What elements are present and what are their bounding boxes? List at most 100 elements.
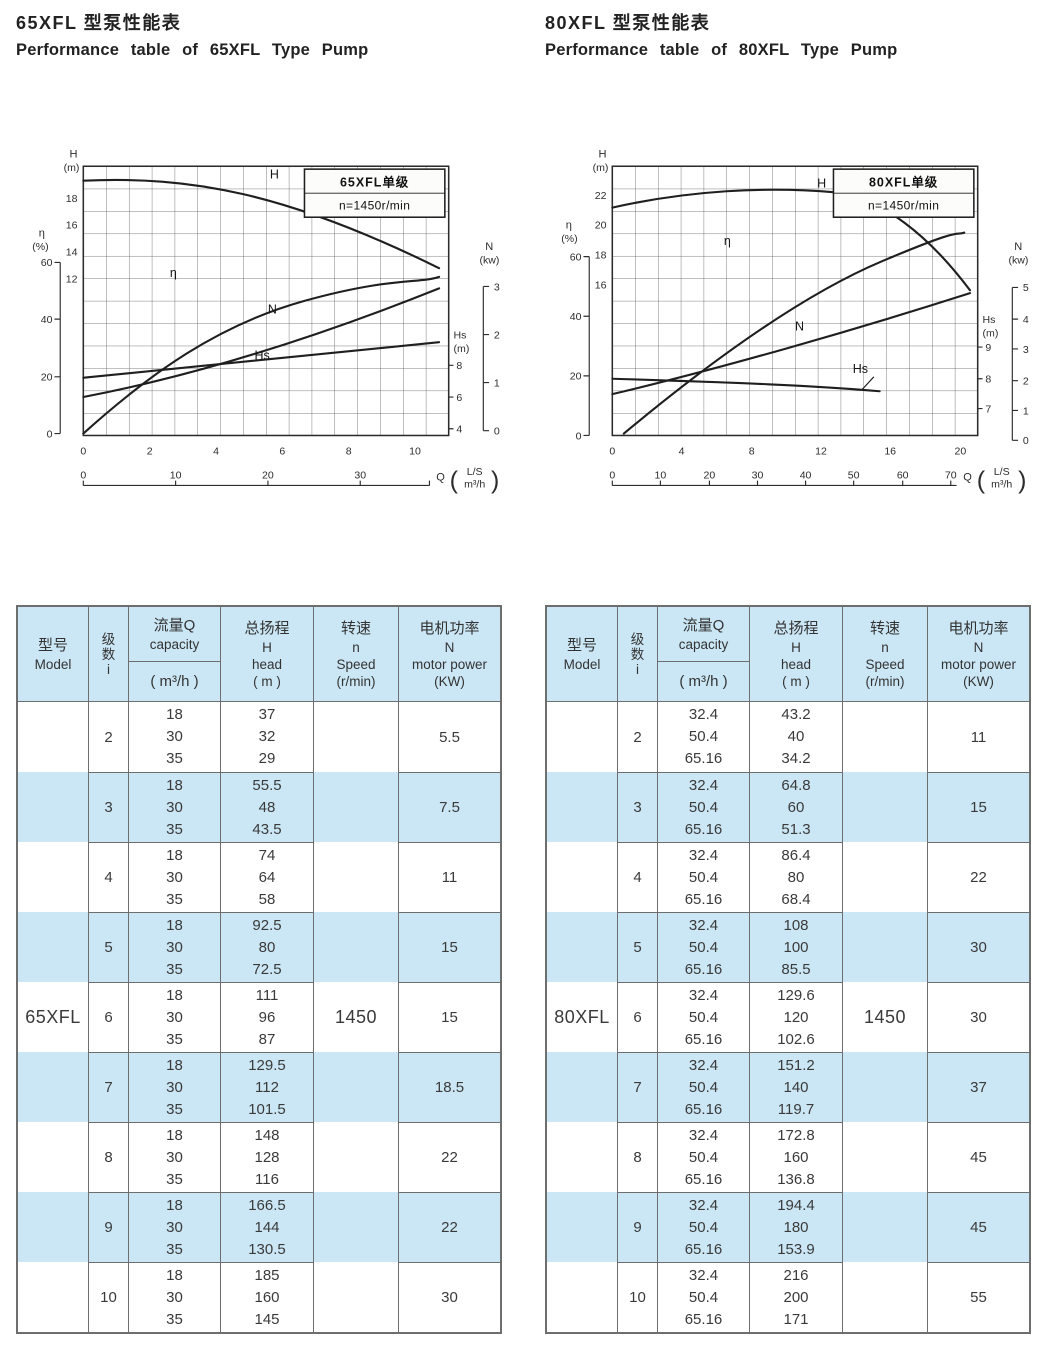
eta-axis-unit: (%) bbox=[32, 241, 48, 253]
eta-axis: η (%) 60 40 20 0 bbox=[561, 220, 590, 442]
hs-curve-label: Hs bbox=[853, 362, 868, 376]
header-label: ( m³/h ) bbox=[679, 672, 728, 690]
head-value: 86.4 bbox=[781, 846, 811, 864]
power-cell: 15 bbox=[398, 982, 500, 1052]
capacity-cell: 18 30 35 bbox=[128, 1052, 220, 1122]
head-value: 74 bbox=[258, 846, 276, 864]
row-stripe bbox=[547, 772, 1029, 842]
capacity-value: 35 bbox=[166, 1170, 183, 1188]
head-value: 116 bbox=[255, 1170, 279, 1188]
capacity-value: 30 bbox=[166, 868, 183, 886]
head-value: 120 bbox=[783, 1008, 809, 1026]
tick-label: 40 bbox=[800, 470, 812, 482]
header-label: 转速 bbox=[340, 619, 371, 637]
head-header: 总扬程 H head ( m ) bbox=[220, 607, 313, 702]
q-unit-paren-open: ( bbox=[977, 466, 986, 494]
tick-label: 0 bbox=[609, 446, 615, 458]
power-cell: 5.5 bbox=[398, 702, 500, 772]
header-label: Model bbox=[563, 656, 601, 672]
capacity-value: 32.4 bbox=[688, 986, 719, 1004]
capacity-value: 35 bbox=[166, 1310, 183, 1328]
head-value: 64 bbox=[258, 868, 276, 886]
capacity-value: 35 bbox=[166, 1030, 183, 1048]
power-cell: 11 bbox=[398, 842, 500, 912]
head-value: 129.6 bbox=[777, 986, 815, 1004]
row-stripe bbox=[547, 1192, 1029, 1262]
model-header: 型号 Model bbox=[18, 607, 88, 702]
head-value: 185 bbox=[254, 1266, 280, 1284]
power-cell: 30 bbox=[398, 1262, 500, 1332]
head-value: 112 bbox=[255, 1078, 279, 1096]
head-cell: 64.8 60 51.3 bbox=[749, 772, 842, 842]
head-value: 160 bbox=[783, 1148, 809, 1166]
q-unit-paren-open: ( bbox=[450, 466, 459, 494]
row-stripe bbox=[18, 772, 500, 842]
capacity-value: 32.4 bbox=[688, 706, 719, 723]
capacity-unit-header: ( m³/h ) bbox=[657, 662, 749, 702]
head-cell: 148 128 116 bbox=[220, 1122, 313, 1192]
hs-axis-unit: (m) bbox=[454, 343, 470, 355]
tick-label: 2 bbox=[147, 446, 153, 458]
capacity-value: 18 bbox=[166, 1196, 183, 1214]
header-label: motor power bbox=[411, 656, 488, 672]
capacity-value: 35 bbox=[166, 1240, 183, 1258]
head-value: 160 bbox=[254, 1288, 280, 1306]
h-axis-unit: (m) bbox=[593, 162, 609, 174]
capacity-value: 35 bbox=[166, 820, 183, 838]
head-value: 32 bbox=[258, 728, 276, 745]
head-value: 64.8 bbox=[781, 776, 811, 794]
tick-label: 60 bbox=[570, 251, 582, 263]
header-label: Speed bbox=[336, 656, 376, 672]
n-axis-unit: (kw) bbox=[1008, 254, 1028, 266]
legend-box: 65XFL单级 n=1450r/min bbox=[303, 168, 446, 218]
model-cell: 80XFL bbox=[554, 1006, 610, 1027]
capacity-value: 30 bbox=[166, 1218, 183, 1236]
tick-label: 1 bbox=[1023, 405, 1029, 417]
tick-label: 8 bbox=[456, 360, 462, 372]
head-value: 145 bbox=[254, 1310, 280, 1328]
header-label: 级 bbox=[101, 631, 116, 647]
header-label: N bbox=[973, 639, 984, 655]
capacity-value: 30 bbox=[166, 1288, 183, 1306]
n-axis: N (kw) 3 2 1 0 bbox=[479, 241, 499, 438]
capacity-value: 65.16 bbox=[684, 820, 723, 838]
performance-chart-65xfl: H (m) 18 16 14 12 η (%) 60 40 20 0 bbox=[32, 149, 500, 495]
capacity-cell: 32.4 50.4 65.16 bbox=[657, 1262, 749, 1332]
capacity-value: 18 bbox=[166, 1056, 183, 1074]
power-cell: 55 bbox=[927, 1262, 1029, 1332]
capacity-value: 32.4 bbox=[688, 1266, 719, 1284]
head-cell: 55.5 48 43.5 bbox=[220, 772, 313, 842]
capacity-cell: 18 30 35 bbox=[128, 1122, 220, 1192]
head-value: 153.9 bbox=[777, 1240, 815, 1258]
capacity-value: 50.4 bbox=[688, 1218, 719, 1236]
capacity-value: 50.4 bbox=[688, 1148, 719, 1166]
header-label: i bbox=[636, 661, 639, 677]
row-stripe bbox=[547, 1052, 1029, 1122]
header-label: N bbox=[444, 639, 455, 655]
tick-label: 16 bbox=[595, 279, 607, 291]
capacity-value: 65.16 bbox=[684, 960, 723, 978]
n-curve bbox=[611, 292, 972, 396]
tick-label: 40 bbox=[570, 311, 582, 323]
head-value: 166.5 bbox=[248, 1196, 286, 1214]
tick-label: 10 bbox=[409, 446, 421, 458]
n-axis-unit: (kw) bbox=[479, 254, 499, 266]
capacity-value: 65.16 bbox=[684, 1100, 723, 1118]
head-cell: 74 64 58 bbox=[220, 842, 313, 912]
capacity-value: 50.4 bbox=[688, 938, 719, 956]
tick-label: 20 bbox=[570, 371, 582, 383]
hs-curve-label: Hs bbox=[254, 349, 269, 363]
head-value: 40 bbox=[787, 728, 805, 745]
legend-speed: n=1450r/min bbox=[868, 199, 939, 213]
head-cell: 37 32 29 bbox=[220, 702, 313, 772]
stage-count-cell: 5 bbox=[617, 912, 657, 982]
head-header: 总扬程 H head ( m ) bbox=[749, 607, 842, 702]
capacity-cell: 32.4 50.4 65.16 bbox=[657, 1122, 749, 1192]
tick-label: 4 bbox=[1023, 314, 1029, 326]
capacity-value: 50.4 bbox=[688, 868, 719, 886]
tick-label: 8 bbox=[749, 446, 755, 458]
stage-count-cell: 3 bbox=[88, 772, 128, 842]
stage-count-cell: 4 bbox=[88, 842, 128, 912]
legend-speed: n=1450r/min bbox=[339, 199, 410, 213]
